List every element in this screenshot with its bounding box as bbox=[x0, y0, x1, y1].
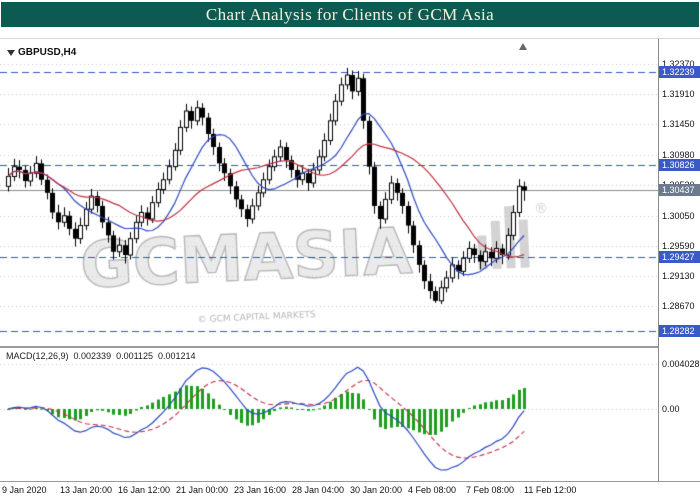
price-tick: 1.31450 bbox=[662, 119, 695, 129]
time-tick: 21 Jan 00:00 bbox=[176, 485, 229, 495]
symbol-marker-icon bbox=[7, 49, 15, 56]
current-price-badge: 1.30437 bbox=[659, 184, 700, 196]
time-tick: 4 Feb 08:00 bbox=[408, 485, 457, 495]
price-tick: 1.31910 bbox=[662, 89, 695, 99]
symbol-label: GBPUSD,H4 bbox=[7, 47, 76, 58]
price-tick: 1.32370 bbox=[662, 59, 695, 69]
macd-tick: 0.00 bbox=[662, 404, 680, 414]
price-chart-canvas[interactable] bbox=[0, 41, 658, 346]
price-tick: 1.28670 bbox=[662, 301, 695, 311]
chart-shift-marker-icon bbox=[519, 43, 527, 50]
chart-area: GBPUSD,H4 MACD(12,26,9) 0.002339 0.001125 0… bbox=[0, 38, 700, 501]
price-tick: 1.29130 bbox=[662, 271, 695, 281]
macd-value: 0.002339 bbox=[73, 351, 112, 361]
time-tick: 30 Jan 20:00 bbox=[350, 485, 403, 495]
macd-canvas[interactable] bbox=[0, 348, 658, 481]
time-tick: 16 Jan 12:00 bbox=[118, 485, 171, 495]
price-tick: 1.29590 bbox=[662, 241, 695, 251]
price-tick: 1.30980 bbox=[662, 150, 695, 160]
time-tick: 28 Jan 04:00 bbox=[292, 485, 345, 495]
time-tick: 13 Jan 20:00 bbox=[60, 485, 113, 495]
macd-indicator-label: MACD(12,26,9) 0.002339 0.001125 0.001214 bbox=[6, 351, 196, 361]
time-tick: 9 Jan 2020 bbox=[2, 485, 47, 495]
price-tick: 1.30050 bbox=[662, 211, 695, 221]
page-title: Chart Analysis for Clients of GCM Asia bbox=[205, 4, 495, 24]
price-level-badge: 1.30826 bbox=[659, 159, 700, 171]
time-tick: 23 Jan 16:00 bbox=[234, 485, 287, 495]
macd-name: MACD(12,26,9) bbox=[6, 351, 69, 361]
price-level-badge: 1.29427 bbox=[659, 251, 700, 263]
time-tick: 7 Feb 08:00 bbox=[466, 485, 515, 495]
title-bar: Chart Analysis for Clients of GCM Asia bbox=[1, 2, 699, 27]
macd-tick: 0.004028 bbox=[662, 359, 700, 369]
price-level-badge: 1.28282 bbox=[659, 325, 700, 337]
time-tick: 11 Feb 12:00 bbox=[524, 485, 577, 495]
symbol-text: GBPUSD,H4 bbox=[18, 47, 77, 58]
time-axis-divider bbox=[0, 481, 700, 482]
price-axis[interactable]: 1.323701.319101.314501.309801.305201.300… bbox=[658, 39, 700, 481]
price-level-badge: 1.32239 bbox=[659, 66, 700, 78]
time-axis[interactable]: 9 Jan 2020 13 Jan 20:00 16 Jan 12:00 21 Jan… bbox=[0, 482, 700, 501]
macd-histogram-value: 0.001214 bbox=[157, 351, 196, 361]
pane-divider[interactable] bbox=[0, 346, 700, 348]
macd-signal-value: 0.001125 bbox=[116, 351, 153, 361]
